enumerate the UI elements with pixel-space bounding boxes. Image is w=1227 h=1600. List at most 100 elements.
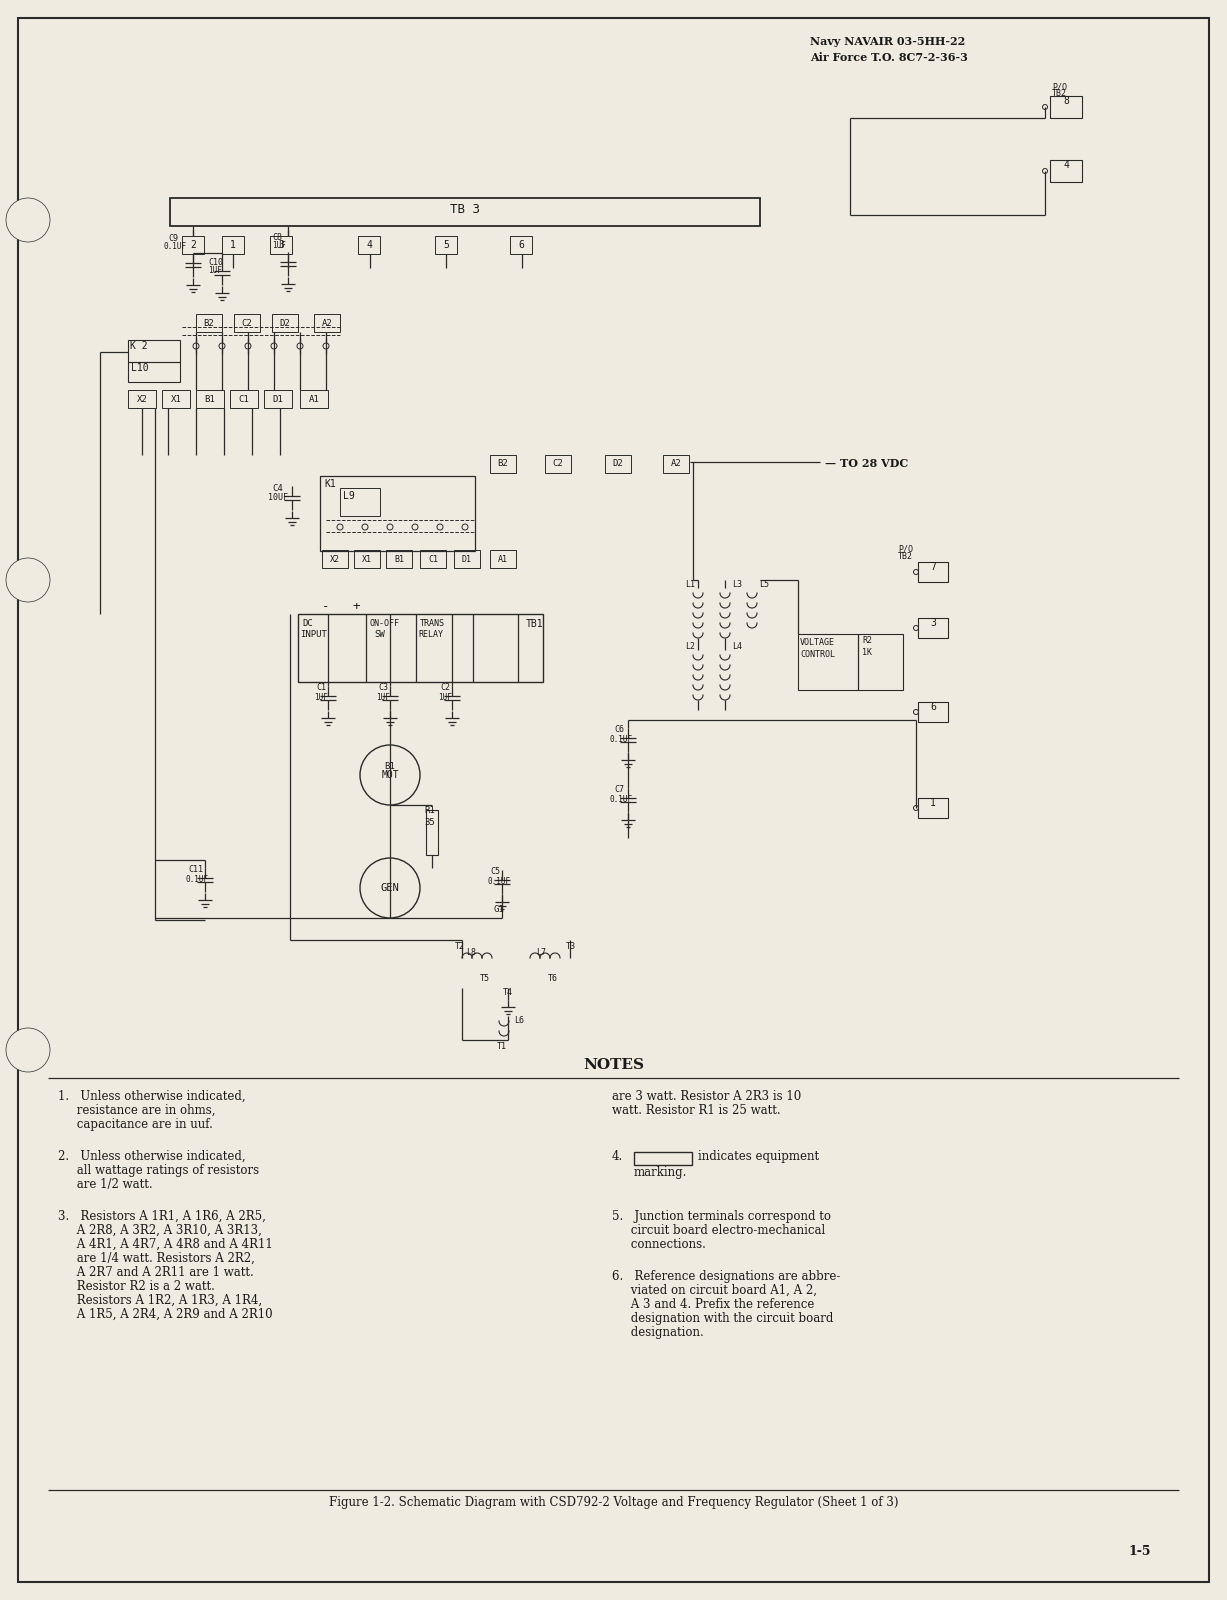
Text: TB2: TB2: [898, 552, 913, 562]
Bar: [454, 550, 480, 568]
Text: X1: X1: [171, 395, 182, 403]
Circle shape: [337, 525, 344, 530]
Text: C2: C2: [552, 459, 563, 469]
Bar: [426, 810, 438, 854]
Bar: [510, 235, 533, 254]
Circle shape: [412, 525, 418, 530]
Bar: [171, 198, 760, 226]
Text: 6: 6: [518, 240, 524, 250]
Bar: [321, 550, 348, 568]
Text: B1: B1: [394, 555, 404, 563]
Text: 0.1UF: 0.1UF: [488, 877, 512, 886]
Text: C9: C9: [168, 234, 178, 243]
Text: circuit board electro-mechanical: circuit board electro-mechanical: [612, 1224, 826, 1237]
Text: all wattage ratings of resistors: all wattage ratings of resistors: [58, 1165, 259, 1178]
Text: 5.   Junction terminals correspond to: 5. Junction terminals correspond to: [612, 1210, 831, 1222]
Text: C10: C10: [209, 258, 223, 267]
Text: designation with the circuit board: designation with the circuit board: [612, 1312, 833, 1325]
Text: 4: 4: [366, 240, 372, 250]
Bar: [634, 1152, 692, 1165]
Text: connections.: connections.: [612, 1238, 706, 1251]
Bar: [222, 235, 244, 254]
Bar: [798, 634, 903, 690]
Circle shape: [6, 1029, 50, 1072]
Text: L6: L6: [514, 1016, 524, 1026]
Bar: [918, 618, 948, 638]
Bar: [196, 314, 222, 333]
Bar: [1050, 96, 1082, 118]
Circle shape: [323, 342, 329, 349]
Bar: [128, 341, 180, 362]
Text: 1.   Unless otherwise indicated,: 1. Unless otherwise indicated,: [58, 1090, 245, 1102]
Text: TB1: TB1: [526, 619, 544, 629]
Text: NOTES: NOTES: [584, 1058, 644, 1072]
Text: SW: SW: [374, 630, 385, 638]
Circle shape: [437, 525, 443, 530]
Text: watt. Resistor R1 is 25 watt.: watt. Resistor R1 is 25 watt.: [612, 1104, 780, 1117]
Text: C1: C1: [238, 395, 249, 403]
Bar: [387, 550, 412, 568]
Text: B2: B2: [204, 318, 215, 328]
Text: P/O: P/O: [898, 544, 913, 554]
Text: D1: D1: [272, 395, 283, 403]
Text: A 4R1, A 4R7, A 4R8 and A 4R11: A 4R1, A 4R7, A 4R8 and A 4R11: [58, 1238, 272, 1251]
Text: R2: R2: [863, 635, 872, 645]
Circle shape: [218, 342, 225, 349]
Bar: [355, 550, 380, 568]
Text: 2: 2: [190, 240, 196, 250]
Text: 6.   Reference designations are abbre-: 6. Reference designations are abbre-: [612, 1270, 840, 1283]
Circle shape: [193, 342, 199, 349]
Text: — TO 28 VDC: — TO 28 VDC: [825, 458, 908, 469]
Text: T3: T3: [566, 942, 575, 950]
Bar: [436, 235, 456, 254]
Text: +: +: [352, 600, 360, 613]
Text: B1: B1: [205, 395, 216, 403]
Text: T2: T2: [455, 942, 465, 950]
Text: A2: A2: [671, 459, 681, 469]
Text: 0.1UF: 0.1UF: [610, 734, 633, 744]
Text: L5: L5: [760, 579, 769, 589]
Bar: [420, 550, 445, 568]
Text: D1: D1: [463, 555, 472, 563]
Text: T5: T5: [480, 974, 490, 982]
Text: Navy NAVAIR 03-5HH-22: Navy NAVAIR 03-5HH-22: [810, 35, 966, 46]
Bar: [272, 314, 298, 333]
Text: A 3 and 4. Prefix the reference: A 3 and 4. Prefix the reference: [612, 1298, 815, 1310]
Text: L10: L10: [131, 363, 148, 373]
Text: X2: X2: [136, 395, 147, 403]
Text: L4: L4: [733, 642, 742, 651]
Text: 3: 3: [930, 618, 936, 627]
Text: capacitance are in uuf.: capacitance are in uuf.: [58, 1118, 212, 1131]
Text: C4: C4: [272, 483, 282, 493]
Text: are 1/4 watt. Resistors A 2R2,: are 1/4 watt. Resistors A 2R2,: [58, 1251, 255, 1266]
Bar: [918, 702, 948, 722]
Circle shape: [271, 342, 277, 349]
Text: -: -: [323, 600, 330, 613]
Text: C1: C1: [317, 683, 326, 691]
Circle shape: [362, 525, 368, 530]
Bar: [320, 477, 475, 550]
Bar: [663, 454, 690, 474]
Text: 1UF: 1UF: [438, 693, 452, 702]
Text: TRANS: TRANS: [420, 619, 445, 627]
Bar: [234, 314, 260, 333]
Text: 0.1UF: 0.1UF: [164, 242, 188, 251]
Text: L2: L2: [685, 642, 694, 651]
Text: Air Force T.O. 8C7-2-36-3: Air Force T.O. 8C7-2-36-3: [810, 51, 968, 62]
Text: 6: 6: [930, 702, 936, 712]
Text: L7: L7: [536, 947, 546, 957]
Text: 0.1UF: 0.1UF: [610, 795, 633, 803]
Bar: [545, 454, 571, 474]
Text: L9: L9: [344, 491, 355, 501]
Text: D2: D2: [612, 459, 623, 469]
Text: L3: L3: [733, 579, 742, 589]
Circle shape: [463, 525, 467, 530]
Text: RELAY: RELAY: [418, 630, 443, 638]
Text: viated on circuit board A1, A 2,: viated on circuit board A1, A 2,: [612, 1283, 817, 1298]
Text: T4: T4: [503, 987, 513, 997]
Bar: [340, 488, 380, 515]
Bar: [490, 550, 517, 568]
Bar: [128, 390, 156, 408]
Text: C11: C11: [188, 866, 202, 874]
Text: are 3 watt. Resistor A 2R3 is 10: are 3 watt. Resistor A 2R3 is 10: [612, 1090, 801, 1102]
